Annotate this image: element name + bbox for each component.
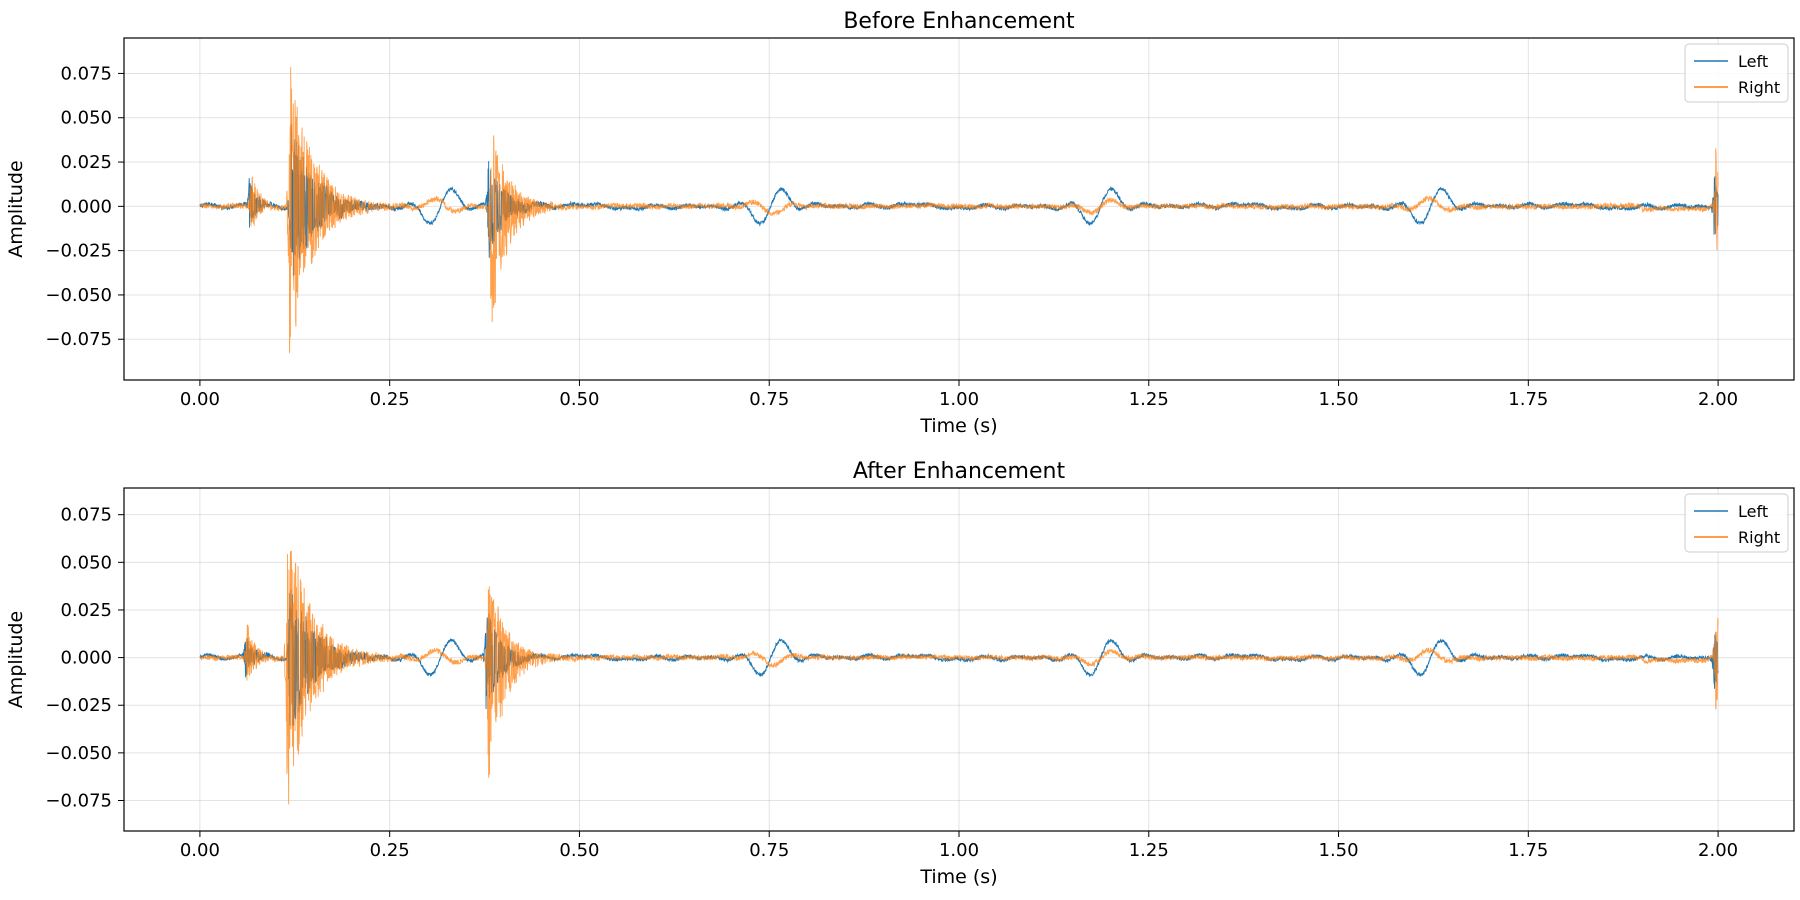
x-tick-label: 1.75 [1508, 840, 1548, 861]
axes-before-enhancement: 0.00 0.25 0.50 0.75 1.00 1.25 1.50 1.75 2.00 −0.0… [5, 9, 1795, 437]
x-tick-label: 0.75 [749, 389, 789, 410]
x-tick-label: 1.75 [1508, 389, 1548, 410]
x-tick-label: 0.00 [180, 389, 220, 410]
y-axis-label: Amplitude [5, 611, 27, 708]
y-tick-label: −0.050 [45, 285, 112, 306]
legend-label-right: Right [1738, 528, 1780, 547]
x-tick-label: 0.25 [370, 840, 410, 861]
axes-after-enhancement: 0.00 0.25 0.50 0.75 1.00 1.25 1.50 1.75 2.00 −0.0… [5, 459, 1795, 888]
x-tick-label: 0.50 [559, 840, 599, 861]
x-tick-label: 2.00 [1698, 389, 1738, 410]
x-tick-label: 2.00 [1698, 840, 1738, 861]
x-axis-label: Time (s) [919, 415, 997, 437]
legend-label-right: Right [1738, 78, 1780, 97]
series-group [199, 550, 1719, 805]
series-line-left [199, 589, 1719, 727]
x-tick-label: 1.00 [939, 840, 979, 861]
y-tick-label: −0.075 [45, 329, 112, 350]
x-tick-label: 1.25 [1129, 840, 1169, 861]
y-tick-label: 0.075 [60, 505, 112, 526]
chart-title: Before Enhancement [843, 9, 1075, 34]
y-tick-label: 0.050 [60, 552, 112, 573]
series-group [199, 67, 1719, 354]
series-line-right [199, 67, 1719, 354]
series-line-right [199, 550, 1719, 805]
y-tick-label: 0.000 [60, 196, 112, 217]
x-tick-label: 1.25 [1129, 389, 1169, 410]
x-tick-label: 0.25 [370, 389, 410, 410]
y-tick-label: 0.075 [60, 63, 112, 84]
y-tick-label: −0.025 [45, 695, 112, 716]
y-tick-label: 0.050 [60, 108, 112, 129]
legend: Left Right [1684, 493, 1789, 553]
x-axis-label: Time (s) [919, 866, 997, 888]
legend-label-left: Left [1738, 52, 1768, 71]
x-tick-label: 0.50 [559, 389, 599, 410]
chart-title: After Enhancement [853, 459, 1066, 484]
x-tick-label: 1.50 [1319, 389, 1359, 410]
x-tick-label: 0.75 [749, 840, 789, 861]
y-tick-label: 0.025 [60, 152, 112, 173]
y-axis-label: Amplitude [5, 160, 27, 257]
legend: Left Right [1684, 43, 1789, 103]
x-tick-label: 1.00 [939, 389, 979, 410]
y-tick-label: 0.025 [60, 600, 112, 621]
y-tick-label: 0.000 [60, 648, 112, 669]
y-tick-label: −0.075 [45, 791, 112, 812]
x-tick-label: 0.00 [180, 840, 220, 861]
legend-label-left: Left [1738, 502, 1768, 521]
y-tick-label: −0.050 [45, 743, 112, 764]
y-tick-label: −0.025 [45, 241, 112, 262]
x-tick-label: 1.50 [1319, 840, 1359, 861]
